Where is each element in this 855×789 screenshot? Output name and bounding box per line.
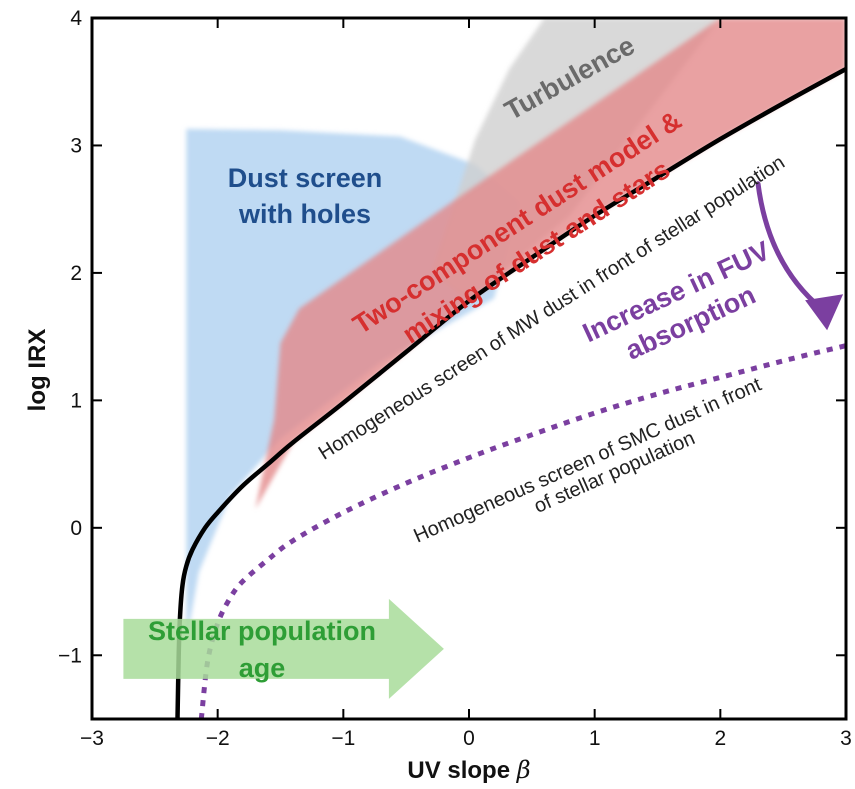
x-axis: −3 −2 −1 0 1 2 3 <box>80 18 852 750</box>
smc-dust-curve <box>198 343 846 719</box>
dust-screen-label-line1: Dust screen <box>228 163 383 193</box>
two-component-region <box>255 18 846 509</box>
dust-screen-label-line2: with holes <box>238 199 371 229</box>
series-layer <box>175 67 846 719</box>
fuv-absorption-arrow <box>755 181 824 311</box>
x-tick-label: 3 <box>840 727 852 750</box>
fuv-absorption-arrowhead <box>805 294 844 331</box>
x-tick-label: 1 <box>589 727 601 750</box>
y-tick-label: −1 <box>58 644 82 667</box>
y-tick-label: 4 <box>70 7 82 30</box>
stellar-population-age-annotation: Stellar population age <box>123 598 444 699</box>
y-tick-label: 0 <box>70 517 82 540</box>
x-tick-label: −2 <box>206 727 230 750</box>
stellar-population-age-label-line1: Stellar population <box>148 616 376 646</box>
x-axis-label: UV slope β <box>407 756 530 784</box>
y-axis: −1 0 1 2 3 4 <box>58 7 846 667</box>
y-axis-label: log IRX <box>24 329 51 412</box>
y-tick-label: 3 <box>70 134 82 157</box>
x-axis-symbol: β <box>516 756 531 784</box>
dust-screen-label: Dust screen with holes <box>228 163 383 229</box>
y-tick-label: 2 <box>70 262 82 285</box>
x-tick-label: −3 <box>80 727 104 750</box>
stellar-population-age-arrow <box>123 598 444 699</box>
mw-dust-curve <box>175 67 846 719</box>
regions-layer <box>186 18 846 719</box>
smc-curve-label-line1: Homogeneous screen of SMC dust in front <box>410 373 765 547</box>
smc-curve-label: Homogeneous screen of SMC dust in front … <box>410 373 765 547</box>
x-tick-label: −1 <box>331 727 355 750</box>
x-tick-label: 0 <box>463 727 475 750</box>
stellar-population-age-label-line2: age <box>239 653 286 683</box>
x-axis-label-text: UV slope <box>407 757 510 784</box>
x-tick-label: 2 <box>714 727 726 750</box>
y-tick-label: 1 <box>70 389 82 412</box>
